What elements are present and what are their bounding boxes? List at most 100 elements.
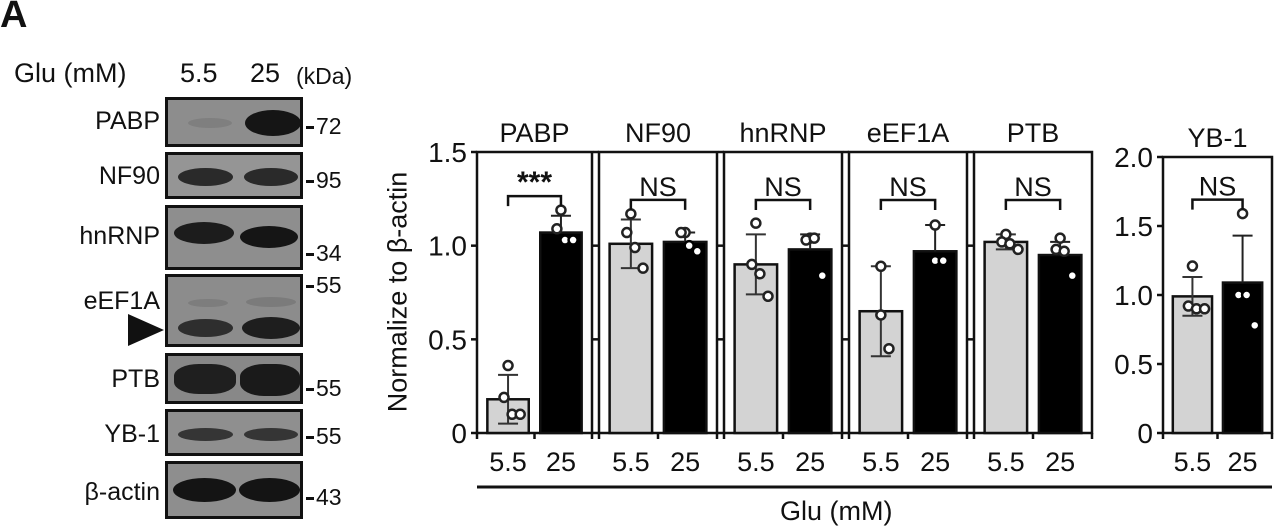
y-tick-label: 0.5 xyxy=(1114,349,1153,380)
data-point xyxy=(875,309,887,321)
y-tick-label: 0 xyxy=(1137,418,1153,449)
blot-strip-pabp xyxy=(165,97,303,147)
blot-marker-yb1: 55 xyxy=(306,423,342,450)
panel-title: PABP xyxy=(499,118,569,148)
data-point xyxy=(746,258,758,271)
x-tick-label: 25 xyxy=(795,447,825,477)
significance-label: NS xyxy=(1199,172,1237,202)
blot-label-hnrnp: hnRNP xyxy=(79,222,160,250)
data-point xyxy=(502,359,514,372)
bar-5.5 xyxy=(983,240,1029,435)
x-tick-label: 25 xyxy=(1045,447,1075,477)
blot-label-ptb: PTB xyxy=(111,365,160,393)
blot-label-beta-actin: β-actin xyxy=(84,478,160,506)
x-tick-label: 5.5 xyxy=(612,447,650,477)
y-tick-label: 1.5 xyxy=(1114,211,1153,242)
data-point xyxy=(1054,232,1066,244)
blot-strip-yb1 xyxy=(165,409,303,456)
data-point xyxy=(816,269,829,282)
bar-5.5 xyxy=(1171,295,1214,435)
blot-strip-hnrnp xyxy=(165,205,303,270)
panel-title: PTB xyxy=(1007,118,1060,148)
bar-25 xyxy=(1037,253,1083,435)
y-tick-label: 2.0 xyxy=(1114,142,1153,173)
data-point xyxy=(691,245,704,258)
data-point xyxy=(567,234,579,246)
data-point xyxy=(1066,269,1079,282)
x-tick-label: 25 xyxy=(1228,447,1258,477)
bar-25 xyxy=(662,240,708,435)
data-point xyxy=(1012,243,1024,256)
panel-title: eEF1A xyxy=(867,118,950,148)
x-axis-label: Glu (mM) xyxy=(780,496,893,526)
y-tick-label: 1.5 xyxy=(428,137,467,168)
bar-25 xyxy=(912,250,958,435)
data-point xyxy=(1058,245,1070,258)
blot-kda-label: (kDa) xyxy=(296,63,353,89)
x-tick-label: 25 xyxy=(546,447,576,477)
x-tick-label: 5.5 xyxy=(489,447,527,477)
x-tick-label: 5.5 xyxy=(737,447,775,477)
blot-marker-eef1a: 55 xyxy=(306,272,342,299)
y-tick-label: 1.0 xyxy=(1114,280,1153,311)
chart-panel-eef1a: eEF1A 5.5 25 NS xyxy=(843,118,969,477)
arrowhead-icon xyxy=(128,314,164,346)
blot-marker-hnrnp: 34 xyxy=(306,240,342,267)
data-point xyxy=(621,226,633,239)
panel-title: NF90 xyxy=(625,118,691,148)
x-tick-label: 25 xyxy=(920,447,950,477)
significance-label: NS xyxy=(889,172,927,202)
blot-label-nf90: NF90 xyxy=(98,162,160,190)
data-point xyxy=(1240,289,1253,301)
significance-label: NS xyxy=(1014,172,1052,202)
significance-label: NS xyxy=(639,172,677,202)
blot-label-pabp: PABP xyxy=(95,107,160,135)
y-tick-label: 1.0 xyxy=(428,231,467,262)
data-point xyxy=(514,408,526,421)
data-point xyxy=(675,226,687,239)
data-point xyxy=(929,219,941,231)
data-point xyxy=(808,232,820,244)
blot-marker-pabp: 72 xyxy=(306,113,342,140)
data-point xyxy=(625,208,637,220)
bar-25 xyxy=(539,231,583,435)
chart-panel-yb-1: 0 0.5 1.0 1.5 2.0 YB-1 5.5 25 NS xyxy=(1114,123,1274,477)
x-tick-label: 25 xyxy=(670,447,700,477)
chart-panel-hnrnp: hnRNP 5.5 25 NS xyxy=(718,118,844,477)
data-point xyxy=(750,217,762,229)
panel-title: YB-1 xyxy=(1187,123,1247,153)
data-point xyxy=(762,290,774,302)
data-point xyxy=(683,239,695,252)
data-point xyxy=(883,342,895,355)
significance-label: *** xyxy=(517,166,552,199)
blot-label-eef1a: eEF1A xyxy=(83,287,160,315)
blot-lane-label-5-5: 5.5 xyxy=(180,58,218,88)
data-point xyxy=(875,260,887,273)
y-tick-label: 0 xyxy=(451,418,467,449)
data-point xyxy=(629,241,641,254)
x-tick-label: 5.5 xyxy=(987,447,1025,477)
data-point xyxy=(637,262,649,274)
data-point xyxy=(1198,303,1211,315)
y-tick-label: 0.5 xyxy=(428,324,467,355)
x-tick-label: 5.5 xyxy=(1174,447,1212,477)
bar-25 xyxy=(1221,281,1264,435)
data-point xyxy=(498,391,510,404)
chart-panel-nf90: NF90 5.5 25 NS xyxy=(593,118,719,477)
data-point xyxy=(551,223,563,235)
chart-panel-pabp: 0 0.5 1.0 1.5 PABP 5.5 25 *** xyxy=(428,118,594,477)
blot-glucose-header: Glu (mM) xyxy=(14,58,127,88)
y-axis-label: Normalize to β-actin xyxy=(382,171,413,413)
bar-5.5 xyxy=(608,242,654,435)
data-point xyxy=(1004,238,1016,250)
data-point xyxy=(1186,260,1199,272)
blot-marker-nf90: 95 xyxy=(306,167,342,194)
data-point xyxy=(1248,319,1261,332)
panel-letter: A xyxy=(0,0,28,36)
blot-strip-eef1a xyxy=(165,274,303,347)
data-point xyxy=(555,204,567,216)
panel-title: hnRNP xyxy=(739,118,826,148)
blot-marker-beta-actin: 43 xyxy=(306,484,342,511)
data-point xyxy=(937,254,949,267)
